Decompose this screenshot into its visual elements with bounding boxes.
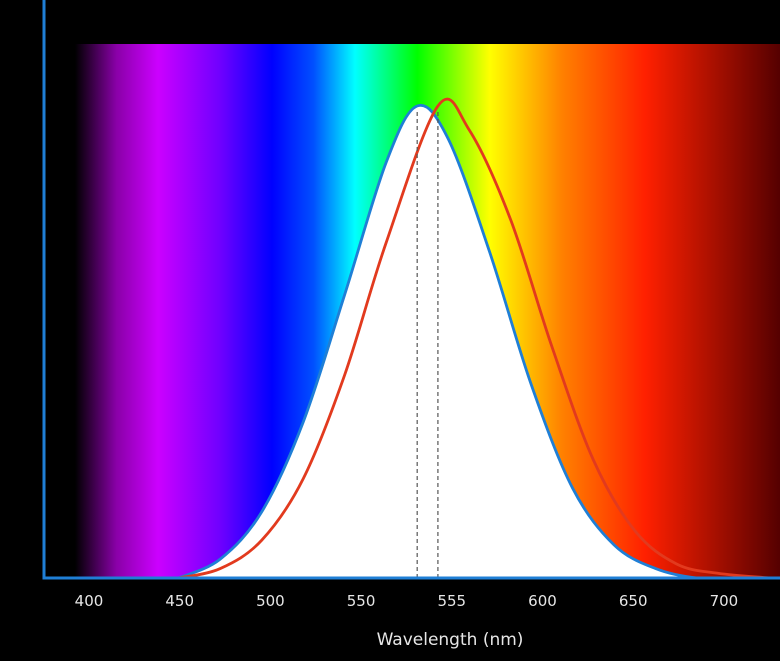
x-tick-label-450: 450 — [165, 592, 194, 610]
x-tick-label-550: 550 — [347, 592, 376, 610]
x-tick-label-700: 700 — [710, 592, 739, 610]
x-tick-label-500: 500 — [256, 592, 285, 610]
x-tick-label-400: 400 — [75, 592, 104, 610]
x-tick-label-600: 600 — [528, 592, 557, 610]
series-2-line — [177, 97, 772, 580]
curves-layer — [177, 97, 772, 580]
x-tick-labels: 400 450 500 550 555 600 650 700 — [75, 592, 739, 610]
series-1-area — [178, 105, 739, 578]
series-1-line — [177, 103, 740, 580]
x-tick-label-555: 555 — [437, 592, 466, 610]
x-tick-label-650: 650 — [619, 592, 648, 610]
axes — [42, 0, 780, 580]
reference-lines — [416, 112, 439, 578]
x-axis-title: Wavelength (nm) — [377, 630, 524, 650]
